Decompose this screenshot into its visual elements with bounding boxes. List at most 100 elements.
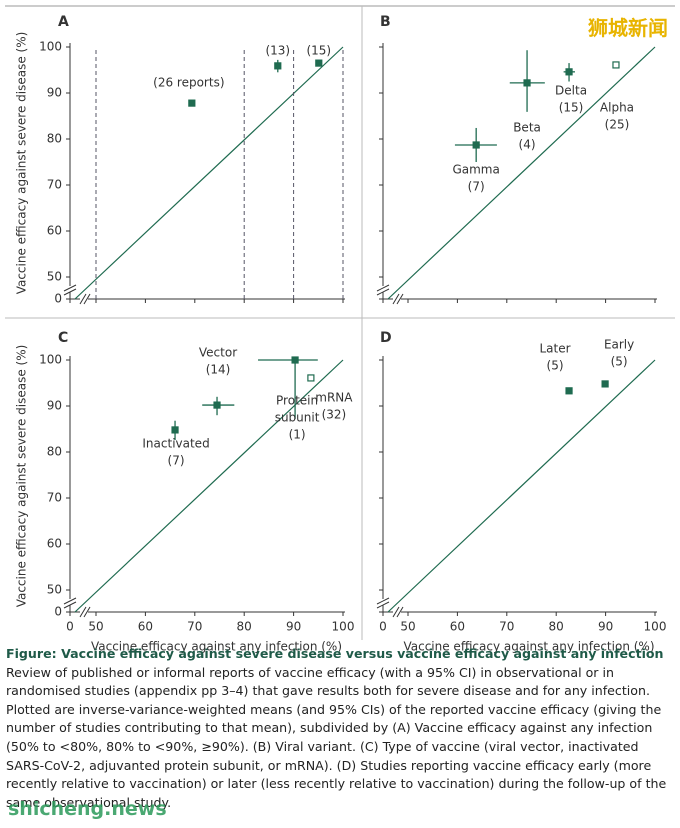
axis-break bbox=[393, 607, 401, 617]
axis-break bbox=[393, 294, 401, 304]
break-mark bbox=[392, 606, 400, 618]
x-tick-label: 90 bbox=[598, 620, 613, 634]
y-tick-label: 60 bbox=[47, 537, 62, 551]
x-axis-label: Vaccine efficacy against any infection (… bbox=[403, 640, 654, 654]
x-tick-label: 0 bbox=[66, 620, 74, 634]
break-mark bbox=[396, 293, 404, 305]
y-tick-label: 50 bbox=[47, 583, 62, 597]
x-tick-label: 100 bbox=[644, 620, 667, 634]
axis-break bbox=[65, 286, 75, 292]
point bbox=[171, 426, 179, 434]
point-label: (5) bbox=[547, 358, 564, 372]
break-mark bbox=[392, 293, 400, 305]
break-mark bbox=[63, 601, 77, 609]
point bbox=[601, 380, 609, 388]
point-label: (7) bbox=[168, 453, 185, 467]
y-tick-label: 50 bbox=[47, 270, 62, 284]
break-mark bbox=[63, 284, 77, 292]
point bbox=[188, 99, 196, 107]
x-tick-label: 60 bbox=[138, 620, 153, 634]
break-mark bbox=[376, 597, 390, 605]
x-tick-label: 70 bbox=[499, 620, 514, 634]
point-label: (5) bbox=[611, 354, 628, 368]
point-label: (13) bbox=[265, 43, 290, 57]
y-tick-label: 80 bbox=[47, 132, 62, 146]
y-tick-label: 90 bbox=[47, 399, 62, 413]
y-tick-label: 0 bbox=[54, 292, 62, 306]
point bbox=[523, 79, 531, 87]
point bbox=[565, 387, 573, 395]
y-tick-label: 70 bbox=[47, 491, 62, 505]
point-label: subunit bbox=[275, 411, 320, 425]
x-tick-label: 50 bbox=[400, 620, 415, 634]
panel-letter: D bbox=[380, 330, 392, 346]
point-label: Vector bbox=[199, 346, 237, 360]
x-tick-label: 80 bbox=[549, 620, 564, 634]
point-label: (15) bbox=[559, 100, 584, 114]
point-label: (32) bbox=[322, 407, 347, 421]
y-tick-label: 70 bbox=[47, 178, 62, 192]
break-mark bbox=[376, 601, 390, 609]
point-label: mRNA bbox=[315, 390, 353, 404]
point-label: (14) bbox=[206, 363, 231, 377]
point bbox=[565, 68, 573, 76]
y-tick-label: 100 bbox=[39, 40, 62, 54]
caption-text: Review of published or informal reports … bbox=[6, 664, 667, 810]
point bbox=[472, 141, 480, 149]
figure: A 0 50 60 70 80 90 100 Vaccine efficacy against … bbox=[5, 5, 675, 654]
x-axis-label: Vaccine efficacy against any infection (… bbox=[91, 640, 342, 654]
y-axis-label: Vaccine efficacy against severe disease … bbox=[15, 345, 29, 608]
point-label: Early bbox=[604, 337, 634, 351]
y-tick-label: 80 bbox=[47, 445, 62, 459]
axis-break bbox=[80, 294, 88, 304]
point-label: Inactivated bbox=[142, 436, 209, 450]
break-mark bbox=[376, 284, 390, 292]
watermark: shicheng.news bbox=[8, 798, 167, 820]
reference-line bbox=[387, 359, 656, 613]
y-tick-label: 0 bbox=[54, 605, 62, 619]
break-mark bbox=[396, 606, 404, 618]
point bbox=[315, 59, 323, 67]
reference-line bbox=[74, 359, 344, 613]
point-label: Delta bbox=[555, 83, 587, 97]
break-mark bbox=[79, 606, 87, 618]
point-label: Gamma bbox=[452, 162, 499, 176]
x-tick-label: 90 bbox=[286, 620, 301, 634]
point bbox=[291, 356, 299, 364]
point-label: Later bbox=[540, 341, 571, 355]
axis-break bbox=[80, 607, 88, 617]
axis-break bbox=[378, 599, 388, 605]
y-tick-label: 90 bbox=[47, 86, 62, 100]
panel-letter: B bbox=[380, 14, 391, 30]
point-label: (7) bbox=[468, 179, 485, 193]
y-tick-label: 100 bbox=[39, 353, 62, 367]
break-mark bbox=[83, 606, 91, 618]
point-label: (25) bbox=[605, 117, 630, 131]
axis-break bbox=[65, 599, 75, 605]
point-label: (1) bbox=[289, 428, 306, 442]
break-mark bbox=[83, 293, 91, 305]
point-label: (15) bbox=[306, 44, 331, 58]
axis-break bbox=[378, 286, 388, 292]
panel-letter: A bbox=[58, 14, 69, 30]
break-mark bbox=[376, 288, 390, 296]
reference-line bbox=[387, 46, 656, 300]
reference-line bbox=[74, 46, 344, 300]
point-label: Alpha bbox=[600, 100, 634, 114]
x-tick-label: 70 bbox=[187, 620, 202, 634]
y-axis-label: Vaccine efficacy against severe disease … bbox=[15, 32, 29, 295]
y-tick-label: 60 bbox=[47, 224, 62, 238]
caption-title: Figure: Vaccine efficacy against severe … bbox=[6, 646, 664, 661]
point bbox=[307, 374, 315, 382]
watermark: 狮城新闻 bbox=[588, 16, 668, 40]
break-mark bbox=[63, 288, 77, 296]
panel-letter: C bbox=[58, 330, 68, 346]
point-label: (26 reports) bbox=[153, 76, 224, 90]
break-mark bbox=[63, 597, 77, 605]
x-tick-label: 0 bbox=[379, 620, 387, 634]
caption: Figure: Vaccine efficacy against severe … bbox=[6, 645, 674, 812]
point bbox=[213, 401, 221, 409]
break-mark bbox=[79, 293, 87, 305]
x-tick-label: 80 bbox=[237, 620, 252, 634]
